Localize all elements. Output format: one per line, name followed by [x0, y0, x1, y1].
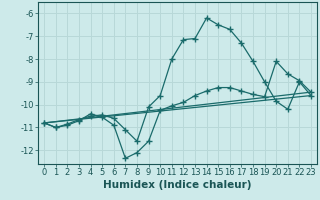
X-axis label: Humidex (Indice chaleur): Humidex (Indice chaleur)	[103, 180, 252, 190]
